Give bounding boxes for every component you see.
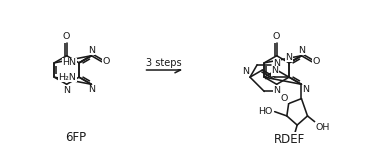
- Text: N: N: [273, 59, 280, 68]
- Text: HO: HO: [258, 107, 273, 116]
- Text: OH: OH: [316, 123, 330, 132]
- Text: RDEF: RDEF: [273, 133, 305, 146]
- Text: O: O: [103, 57, 110, 66]
- Text: N: N: [63, 86, 70, 95]
- Text: N: N: [273, 86, 280, 95]
- Text: N: N: [242, 67, 249, 76]
- Text: N: N: [88, 85, 95, 94]
- Text: HN: HN: [62, 58, 76, 67]
- Text: O: O: [63, 32, 70, 41]
- Text: N: N: [302, 85, 309, 94]
- Text: N: N: [286, 53, 292, 62]
- Text: OH: OH: [279, 136, 293, 145]
- Text: N: N: [88, 46, 95, 55]
- Text: N: N: [298, 46, 305, 55]
- Text: O: O: [313, 57, 320, 66]
- Text: 3 steps: 3 steps: [146, 58, 182, 68]
- Text: O: O: [273, 32, 280, 41]
- Text: N: N: [271, 66, 278, 75]
- Text: H₂N: H₂N: [58, 73, 76, 82]
- Text: 6FP: 6FP: [65, 131, 86, 144]
- Text: O: O: [281, 94, 288, 103]
